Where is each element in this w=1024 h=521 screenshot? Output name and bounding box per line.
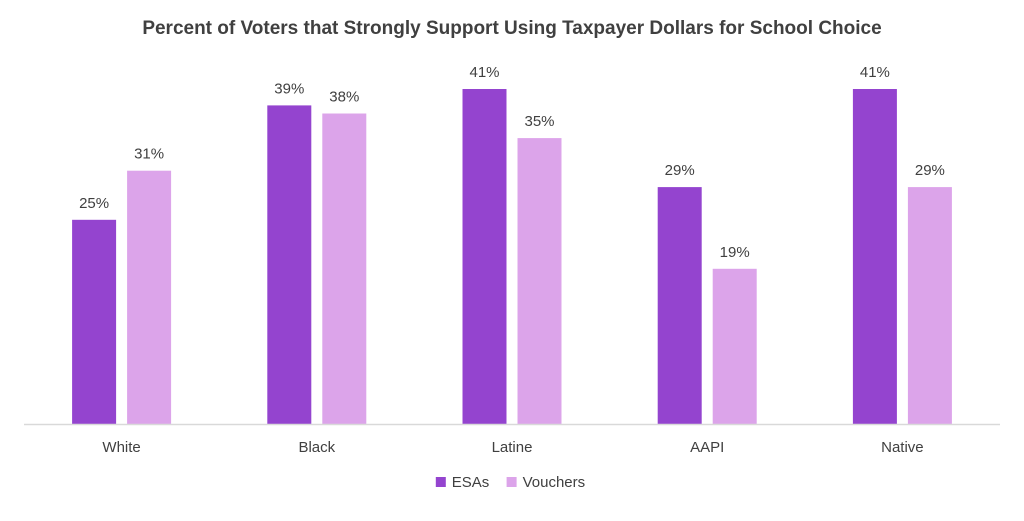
bar-vouchers-black [322,113,367,424]
data-label-esas-white: 25% [79,195,109,212]
data-label-vouchers-aapi: 19% [720,244,750,261]
category-label-aapi: AAPI [690,439,724,456]
category-label-latine: Latine [492,439,533,456]
legend: ESAs Vouchers [435,474,586,491]
data-label-esas-aapi: 29% [665,162,695,179]
bar-esas-aapi [657,187,702,424]
category-label-white: White [102,439,140,456]
data-label-vouchers-latine: 35% [524,113,554,130]
bar-vouchers-aapi [712,268,757,424]
data-label-esas-native: 41% [860,64,890,81]
data-label-vouchers-white: 31% [134,146,164,163]
bar-vouchers-native [907,187,952,424]
bar-esas-native [852,89,897,424]
data-label-esas-latine: 41% [469,64,499,81]
legend-label-vouchers: Vouchers [523,474,586,491]
bars-layer [72,89,952,425]
category-labels-layer: White Black Latine AAPI Native [102,439,923,456]
data-labels-layer: 25% 31% 39% 38% 41% 35% 29% 19% 41% 29% [79,64,945,261]
bar-esas-white [72,219,117,425]
bar-vouchers-latine [517,138,562,424]
data-label-vouchers-black: 38% [329,89,359,106]
bar-vouchers-white [127,170,172,424]
data-label-vouchers-native: 29% [915,162,945,179]
category-label-native: Native [881,439,924,456]
bar-esas-latine [462,89,507,424]
chart-title: Percent of Voters that Strongly Support … [142,18,882,39]
legend-label-esas: ESAs [452,474,490,491]
legend-swatch-esas [435,477,446,487]
data-label-esas-black: 39% [274,80,304,97]
bar-esas-black [267,105,312,425]
category-label-black: Black [298,439,335,456]
legend-swatch-vouchers [506,477,517,487]
